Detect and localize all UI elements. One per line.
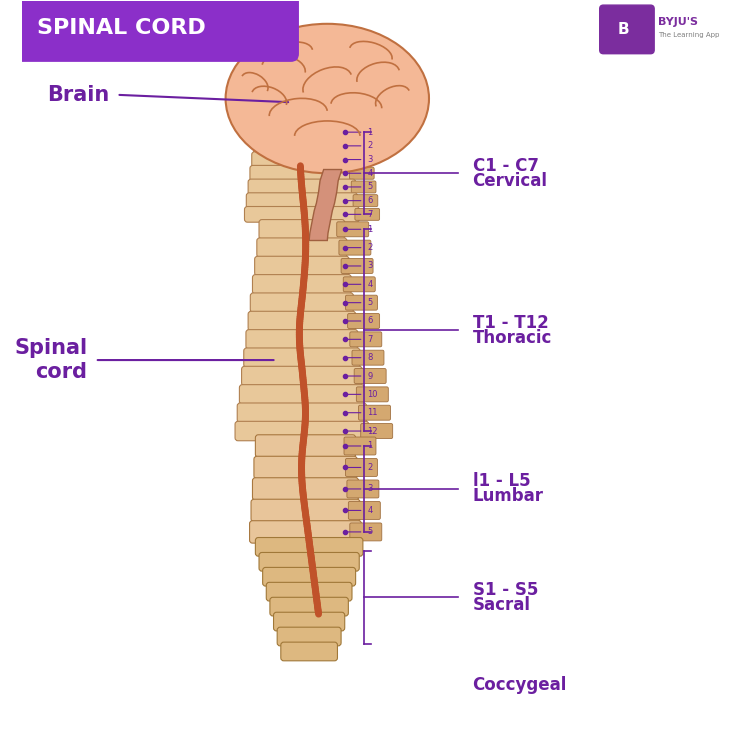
FancyBboxPatch shape: [353, 195, 378, 207]
FancyBboxPatch shape: [350, 167, 374, 179]
FancyBboxPatch shape: [337, 222, 369, 237]
FancyBboxPatch shape: [355, 209, 380, 220]
Text: 5: 5: [368, 298, 373, 307]
Text: 6: 6: [368, 196, 373, 206]
FancyBboxPatch shape: [348, 314, 380, 328]
FancyBboxPatch shape: [346, 140, 370, 152]
FancyBboxPatch shape: [256, 538, 363, 556]
FancyBboxPatch shape: [358, 405, 391, 420]
FancyBboxPatch shape: [348, 502, 380, 520]
Text: 9: 9: [368, 371, 373, 380]
FancyBboxPatch shape: [251, 500, 360, 522]
FancyBboxPatch shape: [350, 523, 382, 541]
Text: 2: 2: [368, 463, 373, 472]
FancyBboxPatch shape: [244, 348, 360, 368]
Text: 1: 1: [368, 128, 373, 136]
FancyBboxPatch shape: [600, 5, 654, 54]
Text: S1 - S5: S1 - S5: [472, 580, 538, 598]
Text: 5: 5: [368, 527, 373, 536]
Text: SPINAL CORD: SPINAL CORD: [37, 17, 206, 38]
FancyBboxPatch shape: [248, 311, 356, 331]
Text: Brain: Brain: [47, 85, 110, 105]
Text: T1 - T12: T1 - T12: [472, 314, 548, 332]
Text: 1: 1: [368, 225, 373, 234]
FancyBboxPatch shape: [259, 220, 345, 239]
FancyBboxPatch shape: [262, 568, 356, 586]
FancyBboxPatch shape: [351, 181, 376, 193]
Text: 3: 3: [368, 262, 373, 271]
FancyBboxPatch shape: [352, 350, 384, 365]
Text: 4: 4: [368, 506, 373, 515]
FancyBboxPatch shape: [356, 387, 388, 402]
FancyBboxPatch shape: [237, 403, 367, 422]
FancyBboxPatch shape: [248, 179, 356, 195]
Text: 2: 2: [368, 243, 373, 252]
FancyBboxPatch shape: [346, 296, 377, 310]
FancyBboxPatch shape: [354, 368, 386, 383]
Text: 4: 4: [368, 169, 373, 178]
FancyBboxPatch shape: [255, 256, 349, 276]
Text: 3: 3: [368, 155, 373, 164]
FancyBboxPatch shape: [246, 193, 358, 208]
FancyBboxPatch shape: [256, 124, 348, 140]
Polygon shape: [309, 170, 342, 241]
Text: Coccygeal: Coccygeal: [472, 676, 567, 694]
FancyBboxPatch shape: [344, 437, 376, 455]
Text: 11: 11: [368, 408, 378, 417]
Text: 1: 1: [368, 442, 373, 451]
Text: The Learning App: The Learning App: [658, 32, 719, 38]
FancyBboxPatch shape: [250, 520, 362, 543]
Text: C1 - C7: C1 - C7: [472, 157, 538, 175]
FancyBboxPatch shape: [344, 277, 375, 292]
Text: 8: 8: [368, 353, 373, 362]
FancyBboxPatch shape: [15, 0, 298, 62]
FancyBboxPatch shape: [256, 238, 347, 257]
FancyBboxPatch shape: [274, 612, 345, 631]
FancyBboxPatch shape: [246, 329, 358, 349]
Text: 12: 12: [368, 427, 378, 436]
Text: 2: 2: [368, 141, 373, 150]
FancyBboxPatch shape: [346, 458, 377, 476]
Text: 3: 3: [368, 484, 373, 494]
Text: 10: 10: [368, 390, 378, 399]
Text: Lumbar: Lumbar: [472, 488, 544, 506]
Text: BYJU'S: BYJU'S: [658, 17, 698, 27]
FancyBboxPatch shape: [252, 152, 352, 167]
FancyBboxPatch shape: [341, 259, 373, 274]
FancyBboxPatch shape: [251, 293, 353, 312]
Text: 7: 7: [368, 334, 373, 344]
FancyBboxPatch shape: [254, 138, 350, 154]
Text: 7: 7: [368, 210, 373, 219]
FancyBboxPatch shape: [242, 366, 362, 386]
FancyBboxPatch shape: [348, 154, 372, 166]
FancyBboxPatch shape: [361, 424, 393, 439]
Text: 4: 4: [368, 280, 373, 289]
FancyBboxPatch shape: [350, 332, 382, 346]
FancyBboxPatch shape: [244, 206, 359, 222]
FancyBboxPatch shape: [278, 627, 341, 646]
FancyBboxPatch shape: [253, 478, 358, 500]
Text: Thoracic: Thoracic: [472, 328, 552, 346]
FancyBboxPatch shape: [280, 642, 338, 661]
Text: B: B: [617, 22, 628, 38]
Ellipse shape: [226, 24, 429, 173]
FancyBboxPatch shape: [250, 166, 354, 181]
Text: Spinal
cord: Spinal cord: [14, 338, 88, 382]
FancyBboxPatch shape: [239, 385, 364, 404]
Text: Sacral: Sacral: [472, 596, 530, 613]
FancyBboxPatch shape: [266, 582, 352, 601]
FancyBboxPatch shape: [339, 240, 371, 255]
FancyBboxPatch shape: [253, 274, 351, 294]
FancyBboxPatch shape: [347, 480, 379, 498]
FancyBboxPatch shape: [256, 435, 356, 457]
Text: 5: 5: [368, 182, 373, 191]
Text: l1 - L5: l1 - L5: [472, 472, 530, 490]
FancyBboxPatch shape: [270, 597, 348, 616]
Text: Cervical: Cervical: [472, 172, 548, 190]
FancyBboxPatch shape: [254, 456, 357, 478]
FancyBboxPatch shape: [235, 422, 369, 441]
FancyBboxPatch shape: [344, 126, 369, 138]
FancyBboxPatch shape: [259, 553, 359, 572]
Text: 6: 6: [368, 316, 373, 326]
